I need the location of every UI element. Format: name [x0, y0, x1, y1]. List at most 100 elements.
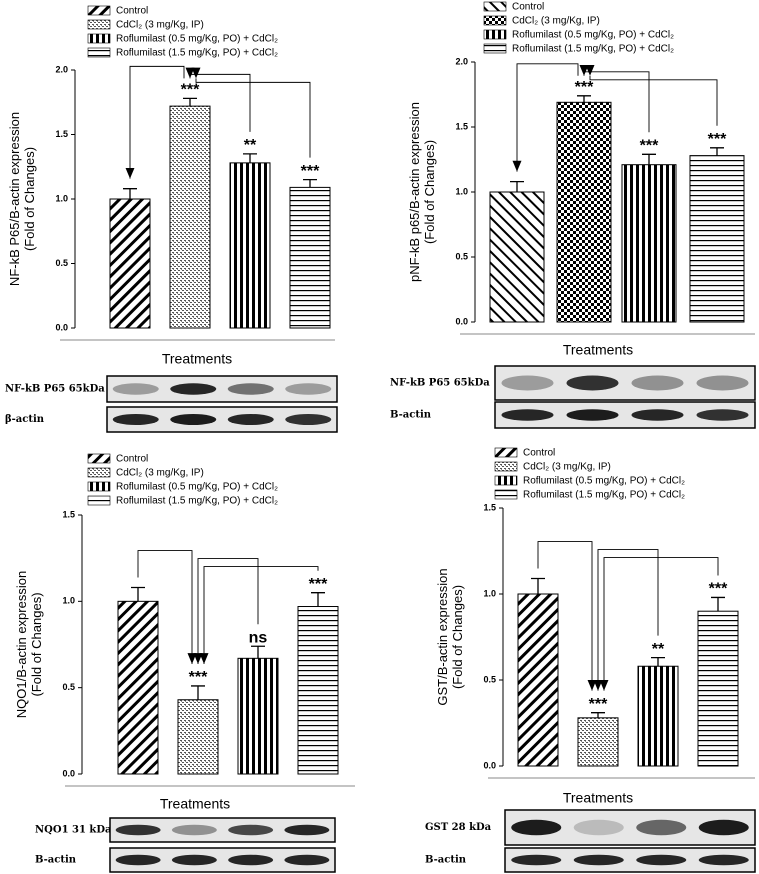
connector: [137, 550, 197, 664]
y-tick-label: 1.0: [455, 186, 468, 196]
blot-label: β-actin: [5, 414, 45, 425]
y-tick-label: 1.5: [55, 129, 68, 139]
blot-band: [636, 854, 687, 866]
significance: **: [244, 137, 257, 154]
legend-swatch: [483, 29, 507, 40]
bar: [517, 593, 559, 767]
legend-label: Control: [523, 448, 555, 459]
x-axis-label: Treatments: [563, 342, 633, 358]
error-bar: [131, 586, 145, 602]
x-axis-label: Treatments: [160, 796, 230, 812]
y-axis-label-line: (Fold of Changes): [450, 585, 465, 689]
blot-frame: [106, 375, 338, 403]
blot-band: [285, 383, 332, 395]
x-axis-label: Treatments: [563, 790, 633, 806]
significance: ***: [709, 581, 728, 598]
y-axis-label: NF-kB P65/B-actin expression(Fold of Cha…: [7, 112, 37, 286]
error-bar: [251, 645, 265, 659]
bar: [117, 600, 159, 775]
legend-label: Roflumilast (1.5 mg/Kg, PO) + CdCl₂: [512, 44, 674, 55]
error-bar: [651, 656, 665, 667]
legend-swatch: [483, 43, 507, 54]
bar: [637, 665, 679, 767]
y-axis-label-line: NQO1/B-actin expression: [14, 571, 29, 718]
blot-band: [112, 414, 159, 425]
y-axis-label-line: pNF-kB p65/B-actin expression: [407, 102, 422, 282]
legend-swatch: [87, 467, 111, 478]
blot-frame: [494, 365, 756, 401]
y-tick-label: 1.0: [62, 596, 75, 606]
error-bar: [311, 592, 325, 607]
legend-swatch: [483, 15, 507, 26]
y-axis-label: pNF-kB p65/B-actin expression(Fold of Ch…: [407, 102, 437, 282]
connector: [593, 549, 659, 691]
connector: [585, 64, 718, 126]
y-axis-label-line: GST/B-actin expression: [435, 568, 450, 705]
blot-band: [284, 824, 330, 836]
blot-band: [227, 383, 274, 395]
legend-label: Roflumilast (1.5 mg/Kg, PO) + CdCl₂: [116, 496, 278, 507]
bar: [237, 657, 279, 775]
legend-swatch: [87, 5, 111, 16]
significance: ***: [575, 79, 594, 96]
legend-label: Control: [116, 6, 148, 17]
significance: ***: [301, 163, 320, 180]
y-tick-label: 0.0: [62, 768, 75, 778]
legend-swatch: [87, 19, 111, 30]
panel: Control CdCl₂ (3 mg/Kg, IP) Roflumilast (0…: [5, 5, 338, 433]
significance: ***: [708, 131, 727, 148]
bar: [489, 191, 545, 323]
legend-swatch: [87, 33, 111, 44]
y-tick-label: 0.5: [455, 251, 468, 261]
blot-band: [698, 819, 749, 836]
bar: [177, 699, 219, 775]
blot-band: [696, 375, 749, 391]
error-bar: [642, 153, 656, 165]
bar: [621, 164, 677, 323]
blot-label: B-actin: [390, 410, 432, 421]
legend-label: Roflumilast (0.5 mg/Kg, PO) + CdCl₂: [512, 30, 674, 41]
legend-label: Roflumilast (1.5 mg/Kg, PO) + CdCl₂: [523, 490, 685, 501]
error-bar: [191, 685, 205, 700]
y-axis-label-line: (Fold of Changes): [422, 140, 437, 244]
y-tick-label: 0.5: [55, 258, 68, 268]
legend-label: Control: [116, 454, 148, 465]
y-tick-label: 0.5: [62, 682, 75, 692]
error-bar: [577, 95, 591, 103]
significance: **: [652, 641, 665, 658]
bar: [577, 717, 619, 767]
blot-band: [228, 824, 274, 836]
y-axis-label-line: (Fold of Changes): [22, 147, 37, 251]
bar: [697, 610, 739, 767]
legend-label: CdCl₂ (3 mg/Kg, IP): [116, 20, 204, 31]
blot-band: [631, 409, 684, 421]
connector: [125, 65, 185, 179]
bar: [556, 101, 612, 323]
blot-band: [566, 375, 619, 391]
x-axis-label: Treatments: [162, 351, 232, 367]
blot-band: [566, 409, 619, 421]
blot-band: [511, 819, 562, 836]
blot-label: B-actin: [35, 855, 77, 866]
blot-band: [115, 824, 161, 836]
error-bar: [510, 180, 524, 192]
connector: [185, 67, 251, 132]
error-bar: [183, 97, 197, 107]
connector: [193, 558, 259, 664]
blot-band: [636, 819, 687, 836]
legend-label: Roflumilast (0.5 mg/Kg, PO) + CdCl₂: [523, 476, 685, 487]
legend-label: CdCl₂ (3 mg/Kg, IP): [512, 16, 600, 27]
y-tick-label: 0.0: [55, 322, 68, 332]
significance: ***: [309, 576, 328, 593]
blot-band: [115, 854, 161, 866]
bar: [289, 186, 331, 329]
error-bar: [531, 577, 545, 594]
panel: Control CdCl₂ (3 mg/Kg, IP) Roflumilast (0…: [390, 2, 756, 429]
error-bar: [591, 712, 605, 718]
legend-swatch: [87, 47, 111, 58]
blot-band: [170, 414, 217, 425]
blot-band: [112, 383, 159, 395]
significance: ***: [640, 138, 659, 155]
blot-label: NQO1 31 kDa: [35, 825, 112, 836]
error-bar: [710, 147, 724, 156]
